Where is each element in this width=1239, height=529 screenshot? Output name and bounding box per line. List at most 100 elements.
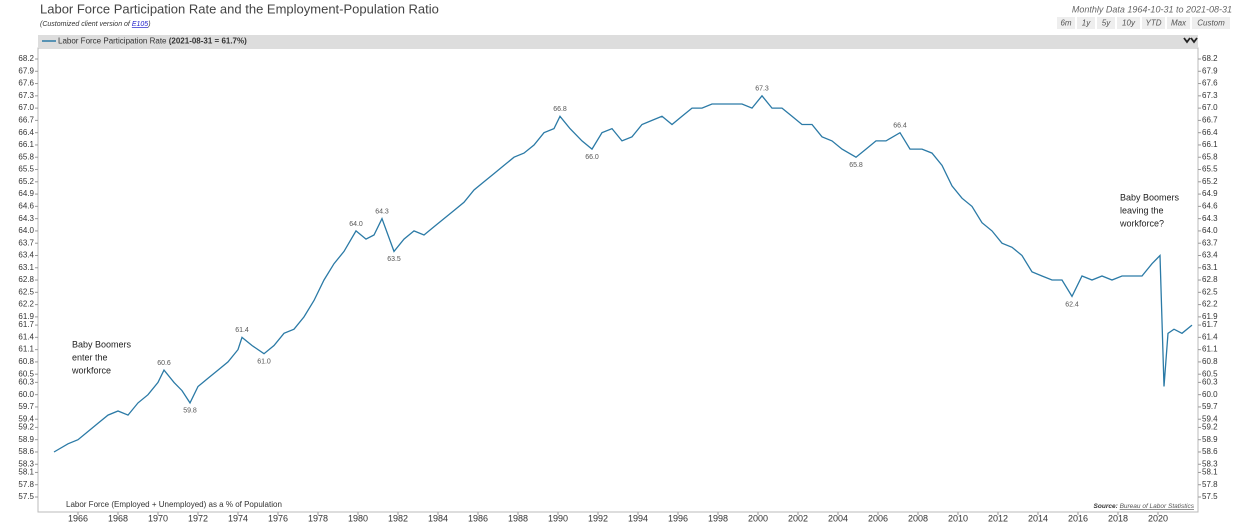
x-tick-label: 1974	[228, 513, 248, 523]
x-tick-label: 2016	[1068, 513, 1088, 523]
y-tick-label: 68.2	[18, 54, 34, 63]
x-tick-label: 1982	[388, 513, 408, 523]
legend-name: Labor Force Participation Rate	[58, 37, 167, 46]
x-tick-label: 1994	[628, 513, 648, 523]
y2-tick-label: 60.8	[1202, 357, 1218, 366]
y2-tick-label: 63.7	[1202, 238, 1218, 247]
range-button-label[interactable]: 5y	[1102, 19, 1111, 28]
y-tick-label: 63.1	[18, 263, 34, 272]
y-tick-label: 57.8	[18, 480, 34, 489]
range-button-label[interactable]: Max	[1171, 19, 1187, 28]
x-tick-label: 2010	[948, 513, 968, 523]
footnote: Labor Force (Employed + Unemployed) as a…	[66, 500, 282, 509]
y2-tick-label: 62.8	[1202, 275, 1218, 284]
y2-tick-label: 64.3	[1202, 214, 1218, 223]
legend-value: (2021-08-31 = 61.7%)	[169, 37, 247, 46]
text-annotation: Baby Boomers	[1120, 192, 1180, 202]
subtitle-link[interactable]: E105	[132, 21, 148, 28]
point-annotation: 66.4	[893, 123, 907, 130]
point-annotation: 60.6	[157, 360, 171, 367]
source-link[interactable]: Bureau of Labor Statistics	[1120, 503, 1195, 510]
point-annotation: 66.0	[585, 154, 599, 161]
y-tick-label: 67.0	[18, 103, 34, 112]
y2-tick-label: 67.0	[1202, 103, 1218, 112]
y2-tick-label: 66.1	[1202, 140, 1218, 149]
x-tick-label: 1996	[668, 513, 688, 523]
y2-tick-label: 67.9	[1202, 66, 1218, 75]
y2-tick-label: 64.9	[1202, 189, 1218, 198]
x-tick-label: 1970	[148, 513, 168, 523]
collapse-icon[interactable]	[1183, 37, 1198, 44]
y-tick-label: 64.3	[18, 214, 34, 223]
range-button-label[interactable]: 1y	[1082, 19, 1091, 28]
range-button-label[interactable]: YTD	[1146, 19, 1162, 28]
y-tick-label: 58.9	[18, 435, 34, 444]
y-tick-label: 65.8	[18, 152, 34, 161]
y-tick-label: 66.1	[18, 140, 34, 149]
range-button[interactable]	[1167, 17, 1190, 29]
range-button-label[interactable]: Custom	[1197, 19, 1225, 28]
y2-tick-label: 68.2	[1202, 54, 1218, 63]
y-tick-label: 66.4	[18, 128, 34, 137]
plot-frame	[37, 47, 1199, 513]
range-button[interactable]	[1142, 17, 1165, 29]
x-tick-label: 2002	[788, 513, 808, 523]
point-annotation: 66.8	[553, 106, 567, 113]
y-tick-label: 61.7	[18, 320, 34, 329]
range-button[interactable]	[1097, 17, 1115, 29]
x-tick-label: 1966	[68, 513, 88, 523]
x-tick-label: 1968	[108, 513, 128, 523]
y2-tick-label: 65.5	[1202, 165, 1218, 174]
y-tick-label: 61.4	[18, 332, 34, 341]
y2-tick-label: 61.7	[1202, 320, 1218, 329]
legend-entry: Labor Force Participation Rate (2021-08-…	[58, 37, 247, 46]
y2-tick-label: 59.7	[1202, 402, 1218, 411]
range-button[interactable]	[1117, 17, 1140, 29]
source-label: Source:	[1094, 503, 1118, 510]
text-annotation: leaving the	[1120, 205, 1164, 215]
range-button[interactable]	[1077, 17, 1095, 29]
y-tick-label: 62.8	[18, 275, 34, 284]
y2-tick-label: 65.8	[1202, 152, 1218, 161]
point-annotation: 62.4	[1065, 301, 1079, 308]
point-annotation: 64.0	[349, 221, 363, 228]
date-range: Monthly Data 1964-10-31 to 2021-08-31	[1072, 4, 1232, 14]
x-tick-label: 1986	[468, 513, 488, 523]
range-button[interactable]	[1057, 17, 1075, 29]
source: Source: Bureau of Labor Statistics	[1094, 503, 1195, 510]
y-tick-label: 59.4	[18, 414, 34, 423]
y-tick-label: 67.3	[18, 91, 34, 100]
y2-tick-label: 58.3	[1202, 459, 1218, 468]
x-tick-label: 1980	[348, 513, 368, 523]
y-tick-label: 58.6	[18, 447, 34, 456]
y2-tick-label: 60.0	[1202, 390, 1218, 399]
y-tick-label: 65.5	[18, 165, 34, 174]
y2-tick-label: 67.3	[1202, 91, 1218, 100]
point-annotation: 64.3	[375, 208, 389, 215]
range-button-label[interactable]: 10y	[1122, 19, 1136, 28]
y2-tick-label: 57.5	[1202, 492, 1218, 501]
y2-tick-label: 61.9	[1202, 312, 1218, 321]
x-tick-label: 2020	[1148, 513, 1168, 523]
range-button-label[interactable]: 6m	[1060, 19, 1071, 28]
y-tick-label: 64.9	[18, 189, 34, 198]
y-tick-label: 67.9	[18, 66, 34, 75]
y-tick-label: 66.7	[18, 116, 34, 125]
range-button[interactable]	[1192, 17, 1230, 29]
y-tick-label: 63.7	[18, 238, 34, 247]
point-annotation: 59.8	[183, 408, 197, 415]
y-tick-label: 58.3	[18, 459, 34, 468]
y-tick-label: 59.7	[18, 402, 34, 411]
y-tick-label: 61.9	[18, 312, 34, 321]
y-tick-label: 57.5	[18, 492, 34, 501]
y2-tick-label: 59.4	[1202, 414, 1218, 423]
subtitle-text: (Customized client version of	[40, 21, 132, 28]
y-tick-label: 64.6	[18, 201, 34, 210]
point-annotation: 63.5	[387, 256, 401, 263]
y-tick-label: 60.8	[18, 357, 34, 366]
y2-tick-label: 67.6	[1202, 79, 1218, 88]
x-tick-label: 2006	[868, 513, 888, 523]
point-annotation: 65.8	[849, 162, 863, 169]
subtitle: (Customized client version of E105)	[40, 21, 151, 28]
subtitle-text: )	[147, 21, 150, 28]
